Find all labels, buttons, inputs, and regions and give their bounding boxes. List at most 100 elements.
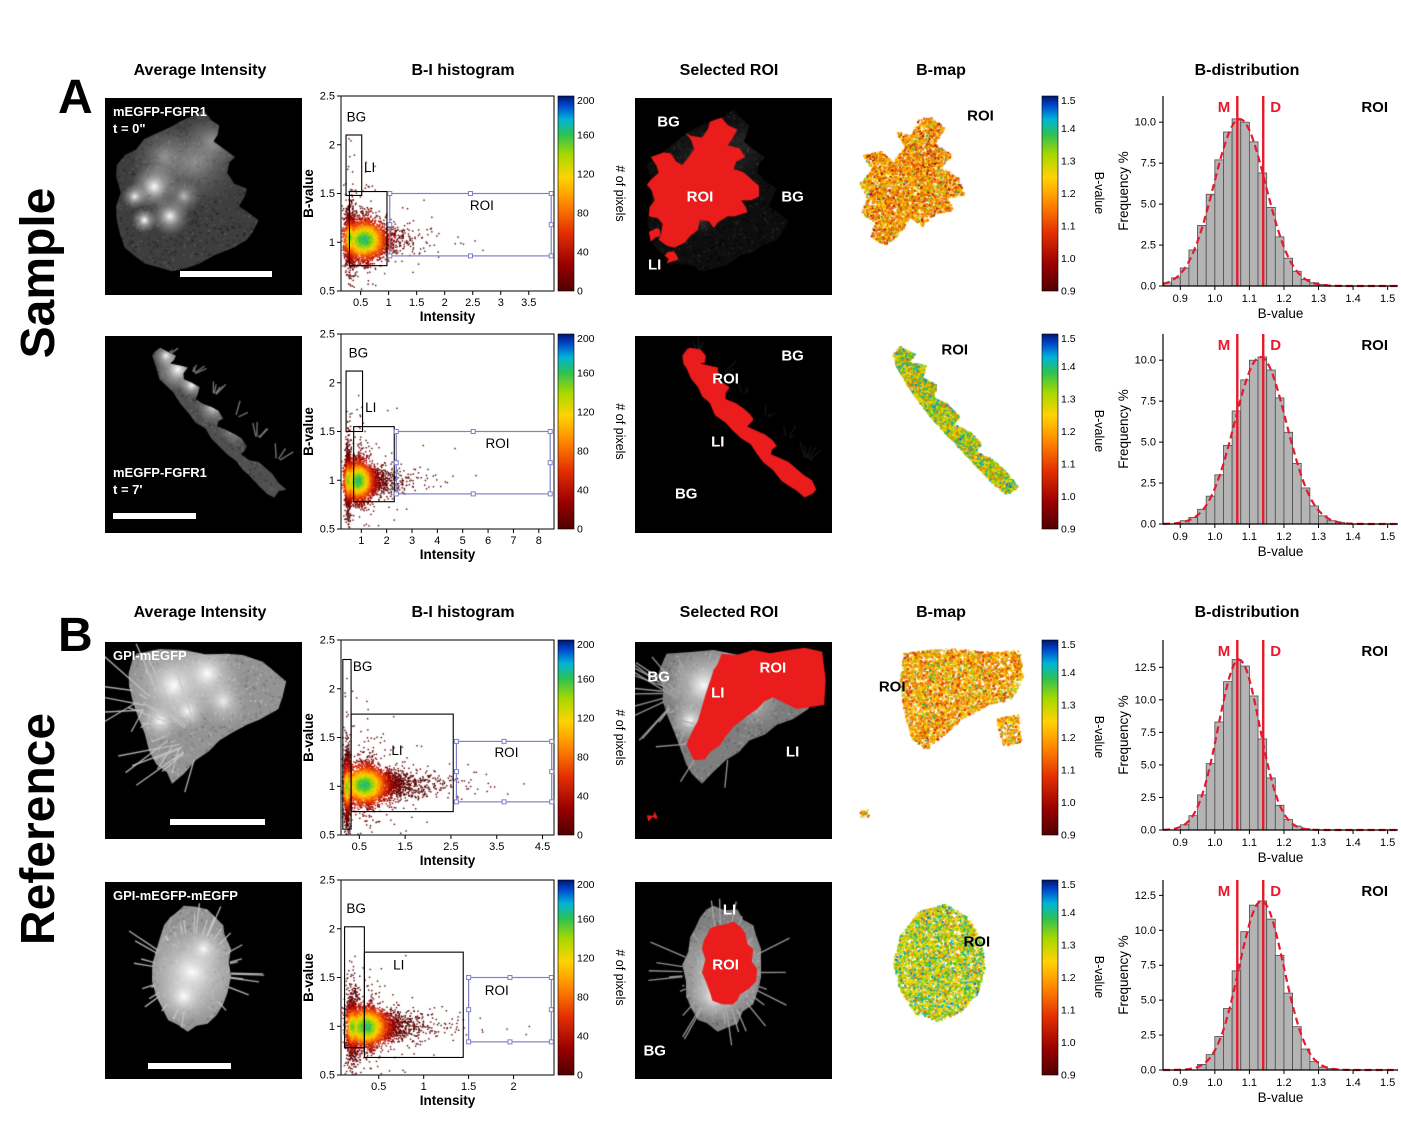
marker-label-m: M [1218, 337, 1231, 354]
x-tick-label: 1.3 [1311, 837, 1326, 849]
marker-label-m: M [1218, 643, 1231, 660]
side-label-reference: Reference [12, 712, 65, 946]
roi-label: ROI [1361, 99, 1388, 116]
x-tick-label: 3.5 [489, 841, 504, 853]
y-tick-label: 5.0 [1141, 995, 1156, 1007]
selection-handle[interactable] [453, 738, 459, 744]
panel-b-distribution-a1: M D ROI 0.0 2.5 5.0 7.5 10.0 0.9 1.0 1.1 1.2 1.3 1.4 1… [1115, 92, 1401, 342]
x-tick-label: 1.3 [1311, 1077, 1326, 1089]
y-tick-label: 2.5 [1141, 792, 1156, 804]
selection-handle[interactable] [501, 738, 507, 744]
selection-handle[interactable] [387, 222, 393, 228]
colorbar-tick-label: 120 [577, 713, 595, 725]
selection-handle[interactable] [507, 1039, 513, 1045]
colorbar-tick-label: 80 [577, 208, 589, 220]
b-value-colorbar [1041, 95, 1059, 292]
selection-handle[interactable] [453, 799, 459, 805]
annotation-roi: ROI [712, 370, 739, 388]
y-tick-label: 10.0 [1135, 925, 1156, 937]
colorbar-tick-label: 1.1 [1061, 765, 1076, 777]
y-tick-label: 1.5 [320, 972, 335, 984]
selection-handle[interactable] [393, 491, 399, 497]
region-box-li [348, 191, 388, 267]
pixel-count-colorbar [557, 879, 575, 1076]
x-tick-label: 0.5 [353, 297, 368, 309]
histogram-bar [1179, 267, 1190, 287]
image-label: GPI-mEGFP-mEGFP [113, 888, 238, 905]
x-tick-label: 1.3 [1311, 293, 1326, 305]
marker-label-d: D [1270, 99, 1281, 116]
panel-b-distribution-b1: M D ROI 0.0 2.5 5.0 7.5 10.0 12.5 0.9 1.0 1.1 1.2 1.3… [1115, 636, 1401, 886]
selection-handle[interactable] [466, 1007, 472, 1013]
selection-handle[interactable] [507, 975, 513, 980]
roi-label: ROI [1361, 883, 1388, 900]
panel-bi-histogram-b1: 0.5 1.5 2.5 3.5 4.5 0.5 1 1.5 2 2.5 Intensity B-val… [300, 636, 634, 881]
panel-b-map-b2: 0.9 1.0 1.1 1.2 1.3 1.4 1.5 B-value ROI [845, 876, 1105, 1121]
selection-handle[interactable] [470, 429, 476, 434]
region-box-bg [342, 658, 352, 830]
annotation-roi: ROI [759, 659, 787, 677]
y-tick-label: 0.5 [320, 286, 335, 298]
annotation-li: LI [648, 256, 662, 274]
y-tick-label: 7.5 [1141, 158, 1156, 170]
selection-handle[interactable] [393, 460, 399, 466]
selection-handle[interactable] [549, 799, 555, 805]
selection-handle[interactable] [548, 191, 554, 196]
selection-handle[interactable] [387, 253, 393, 259]
colorbar-tick-label: 120 [577, 169, 595, 181]
y-tick-label: 0.5 [320, 830, 335, 842]
histogram-bar [1197, 508, 1207, 525]
scale-bar [179, 271, 273, 278]
selection-handle[interactable] [548, 253, 554, 259]
x-tick-label: 1.5 [397, 841, 412, 853]
selection-handle[interactable] [466, 975, 472, 980]
selection-handle[interactable] [549, 769, 555, 775]
y-axis-title: Frequency % [1116, 389, 1131, 469]
selection-handle[interactable] [549, 738, 555, 744]
selection-handle[interactable] [548, 222, 554, 228]
colorbar-tick-label: 1.5 [1061, 333, 1076, 345]
y-tick-label: 10.0 [1135, 355, 1156, 367]
annotation-li: LI [785, 743, 800, 761]
selection-handle[interactable] [387, 191, 393, 196]
colorbar-tick-label: 40 [577, 247, 589, 259]
roi-selection-box[interactable] [468, 976, 552, 1043]
selection-handle[interactable] [466, 1039, 472, 1045]
pixel-count-colorbar [557, 639, 575, 836]
colorbar-tick-label: 200 [577, 639, 595, 651]
bi-histogram-svg: 0.5 1 1.5 2 2.5 3 3.50.511.522.5IntensityB-val… [301, 92, 627, 324]
x-tick-label: 2 [510, 1081, 516, 1093]
y-tick-label: 12.5 [1135, 662, 1156, 674]
selection-handle[interactable] [548, 1039, 554, 1045]
y-tick-label: 7.5 [1141, 396, 1156, 408]
selection-handle[interactable] [547, 429, 553, 434]
b-map-canvas [848, 334, 1032, 529]
histogram-bar [1266, 369, 1276, 525]
histogram-bar [1214, 474, 1224, 525]
selection-handle[interactable] [467, 191, 473, 196]
selection-handle[interactable] [467, 253, 473, 259]
selection-handle[interactable] [393, 429, 399, 434]
colorbar-tick-label: 1.4 [1061, 361, 1076, 373]
histogram-bar [1248, 904, 1259, 1071]
selection-handle[interactable] [548, 1007, 554, 1013]
selection-handle[interactable] [547, 491, 553, 497]
selection-handle[interactable] [453, 769, 459, 775]
selection-handle[interactable] [548, 975, 554, 980]
histogram-bar [1240, 931, 1250, 1071]
marker-label-d: D [1270, 883, 1281, 900]
annotation-bg: BG [674, 485, 698, 503]
selection-handle[interactable] [470, 491, 476, 497]
image-label-line1: mEGFP-FGFR1 [113, 465, 207, 481]
selection-handle[interactable] [547, 460, 553, 466]
roi-selection-box[interactable] [395, 430, 551, 495]
region-label-roi: ROI [494, 745, 518, 760]
histogram-bar [1240, 121, 1250, 287]
microscopy-image-canvas [105, 642, 302, 839]
region-box-li [363, 951, 464, 1059]
colorbar-tick-label: 80 [577, 992, 589, 1004]
panel-average-intensity-a1: mEGFP-FGFR1 t = 0" [105, 98, 302, 295]
panel-b-distribution-b2: M D ROI 0.0 2.5 5.0 7.5 10.0 12.5 0.9 1.0 1.1 1.2 1.3… [1115, 876, 1401, 1126]
selection-handle[interactable] [501, 799, 507, 805]
